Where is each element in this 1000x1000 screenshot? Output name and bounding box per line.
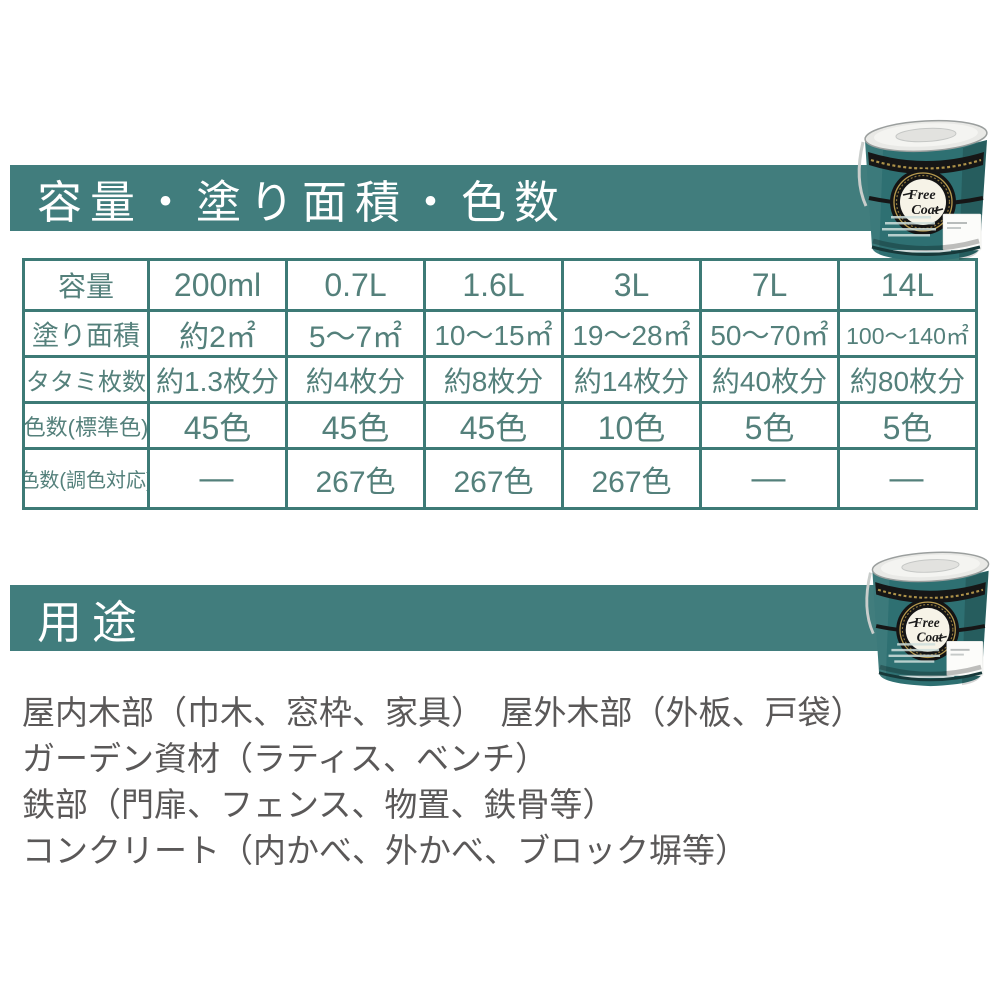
table-cell: 3L (561, 261, 699, 309)
usage-line: 屋内木部（巾木、窓枠、家具） 屋外木部（外板、戸袋） (22, 694, 864, 731)
can-body-text-lines (882, 216, 951, 253)
can-band-gold-text (870, 158, 982, 170)
brand-text-free: Free (913, 615, 940, 630)
paint-can-image-top: Free Coat (851, 110, 1000, 265)
section-header-capacity: 容量・塗り面積・色数 (10, 165, 935, 231)
section-header-usage: 用途 (10, 585, 935, 651)
table-row: 塗り面積 約2㎡ 5～7㎡ 10～15㎡ 19～28㎡ 50～70㎡ 100～1… (25, 309, 975, 355)
table-cell: 約1.3枚分 (147, 358, 285, 401)
table-row: 色数(標準色) 45色 45色 45色 10色 5色 5色 (25, 401, 975, 447)
label-text-line (947, 227, 961, 229)
label-text-line (950, 653, 964, 656)
can-lid (864, 119, 988, 153)
table-cell: 約4枚分 (285, 358, 423, 401)
table-cell: — (699, 450, 837, 507)
paint-can-graphic: Free Coat (857, 119, 988, 261)
table-cell: 45色 (285, 404, 423, 447)
label-text-line (950, 648, 970, 651)
table-cell: 10色 (561, 404, 699, 447)
table-cell: 200ml (147, 261, 285, 309)
row-label-coat-area: 塗り面積 (32, 321, 140, 351)
table-cell: 100～140㎡ (837, 312, 975, 355)
table-row: 色数(調色対応) — 267色 267色 267色 — — (25, 447, 975, 507)
free-coat-logo: Free Coat (896, 598, 960, 662)
can-bottom-shade (872, 238, 980, 251)
can-handle (865, 572, 875, 635)
can-bottom-rim (878, 671, 983, 682)
row-label-tint-colors: 色数(調色対応) (25, 470, 147, 492)
can-top-band (868, 152, 984, 174)
table-cell: 267色 (423, 450, 561, 507)
section-title-usage: 用途 (37, 596, 148, 648)
table-cell: — (837, 450, 975, 507)
table-cell: 45色 (423, 404, 561, 447)
can-band-gold-text (877, 588, 984, 599)
usage-line: コンクリート（内かべ、外かべ、ブロック塀等） (22, 832, 748, 869)
row-label-std-colors: 色数(標準色) (25, 414, 147, 440)
can-bottom-rim (871, 245, 981, 256)
table-cell: 5～7㎡ (285, 312, 423, 355)
table-cell: 45色 (147, 404, 285, 447)
table-cell: 0.7L (285, 261, 423, 309)
table-cell: 約40枚分 (699, 358, 837, 401)
table-cell: 267色 (561, 450, 699, 507)
table-cell: 5色 (699, 404, 837, 447)
label-text-line (947, 222, 967, 224)
table-row: 容量 200ml 0.7L 1.6L 3L 7L 14L (25, 261, 975, 309)
table-cell: 約8枚分 (423, 358, 561, 401)
row-label-capacity: 容量 (57, 271, 114, 302)
table-cell: 1.6L (423, 261, 561, 309)
usage-description: 屋内木部（巾木、窓枠、家具） 屋外木部（外板、戸袋） ガーデン資材（ラティス、ベ… (22, 690, 864, 874)
can-top-band (875, 582, 986, 604)
row-label-tatami: タタミ枚数 (26, 369, 146, 396)
brand-text-coat: Coat (917, 629, 944, 644)
can-handle (857, 141, 868, 207)
paint-can-graphic: Free Coat (865, 551, 990, 687)
table-cell: 7L (699, 261, 837, 309)
logo-flourish (908, 620, 947, 640)
table-cell: 267色 (285, 450, 423, 507)
table-cell: 約2㎡ (147, 312, 285, 355)
table-cell: 5色 (837, 404, 975, 447)
table-cell: 19～28㎡ (561, 312, 699, 355)
logo-flourish (902, 192, 944, 212)
spec-table: 容量 200ml 0.7L 1.6L 3L 7L 14L 塗り面積 約2㎡ 5～… (22, 258, 978, 510)
brand-text-coat: Coat (911, 203, 939, 218)
can-body-text-lines (888, 643, 955, 678)
table-row: タタミ枚数 約1.3枚分 約4枚分 約8枚分 約14枚分 約40枚分 約80枚分 (25, 355, 975, 401)
table-cell: — (147, 450, 285, 507)
table-cell: 約14枚分 (561, 358, 699, 401)
table-cell: 14L (837, 261, 975, 309)
brand-text-free: Free (907, 188, 935, 203)
table-cell: 10～15㎡ (423, 312, 561, 355)
table-cell: 50～70㎡ (699, 312, 837, 355)
table-cell: 約80枚分 (837, 358, 975, 401)
can-lid (871, 551, 990, 583)
section-title-capacity: 容量・塗り面積・色数 (37, 176, 568, 228)
can-bottom-shade (879, 664, 982, 677)
usage-line: ガーデン資材（ラティス、ベンチ） (22, 740, 549, 777)
paint-can-image-bottom: Free Coat (859, 542, 1000, 690)
usage-line: 鉄部（門扉、フェンス、物置、鉄骨等） (22, 786, 616, 823)
